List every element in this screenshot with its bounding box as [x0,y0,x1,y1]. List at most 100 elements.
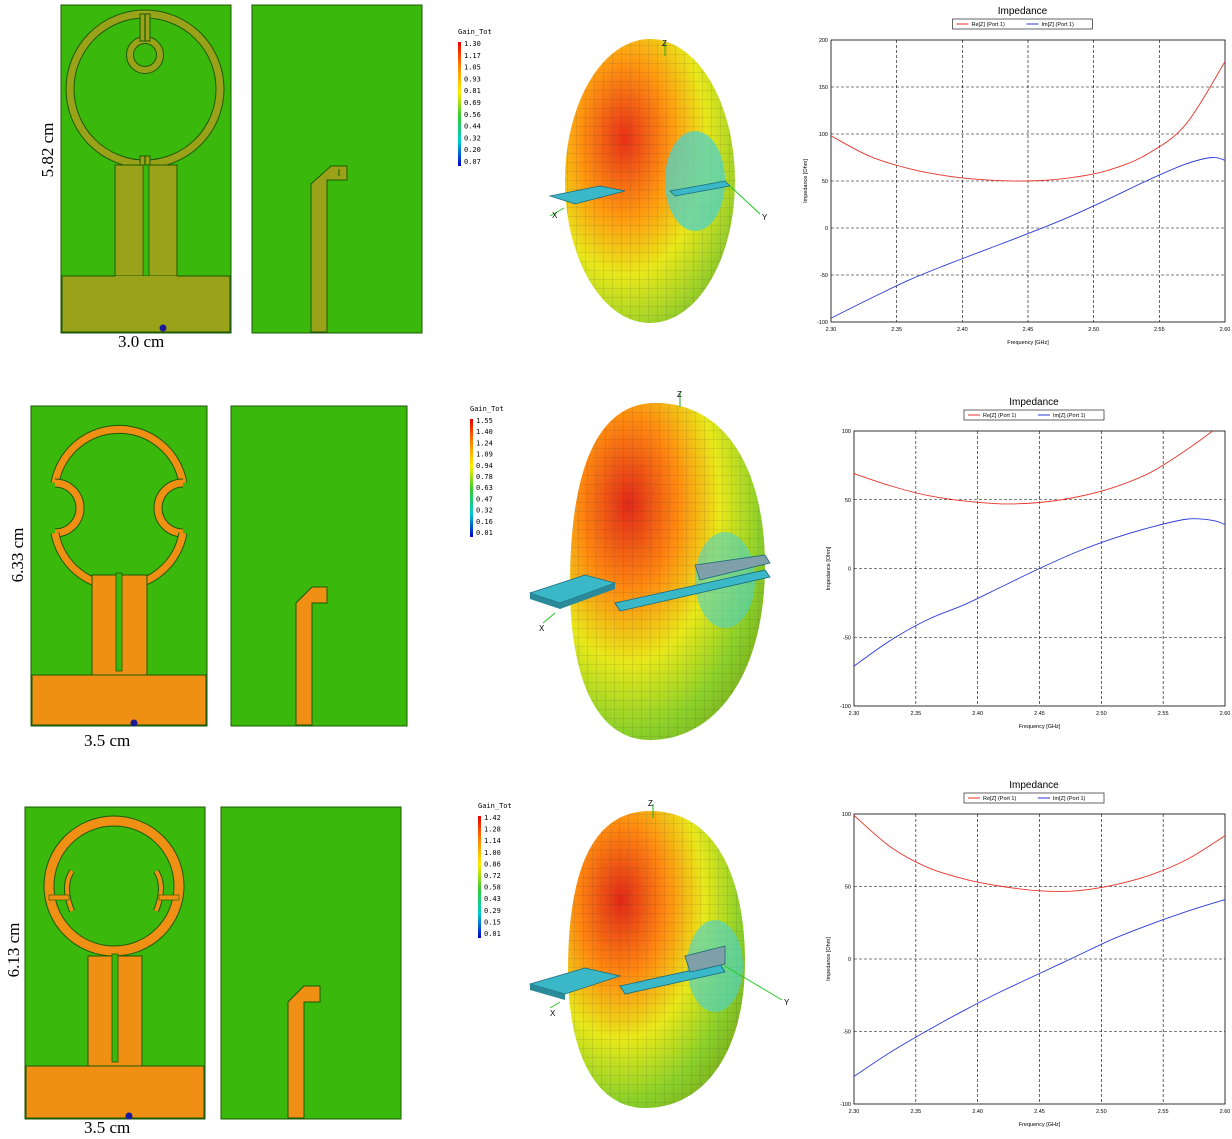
gain-colorbar-tick: 0.32 [464,134,481,142]
radiation-pattern-1: Z X Y [548,39,768,323]
legend-entry: Re[Z] (Port 1) [983,796,1016,802]
gain-colorbar-tick: 0.01 [476,529,493,537]
impedance-chart-2: Impedance Re[Z] (Port 1) Im[Z] (Port 1) 2.3… [826,397,1230,730]
gain-colorbar-tick: 0.16 [476,518,493,526]
antenna-top-view-3 [24,806,206,1120]
x-tick-label: 2.35 [910,1109,921,1115]
y-tick-label: 100 [842,812,851,818]
x-tick-label: 2.30 [849,1109,860,1115]
gain-colorbar-tick: 1.55 [476,417,493,425]
y-tick-label: 150 [819,85,828,91]
x-axis-label: Frequency [GHz] [1007,340,1049,346]
gain-colorbar-tick: 0.44 [464,123,481,131]
x-tick-label: 2.60 [1220,1109,1230,1115]
x-tick-label: 2.55 [1158,1109,1169,1115]
y-tick-label: 200 [819,38,828,44]
axis-z-label-2: Z [677,390,682,399]
antenna-top-view-1 [60,4,232,334]
series-line [831,156,1225,319]
width-dimension-3: 3.5 cm [84,1118,131,1137]
y-tick-label: -50 [843,1030,851,1036]
x-tick-label: 2.50 [1096,1109,1107,1115]
legend-entry: Im[Z] (Port 1) [1042,22,1075,28]
gain-colorbar-tick: 0.58 [484,884,501,892]
y-tick-label: 0 [848,567,851,573]
height-dimension-1: 5.82 cm [38,122,57,178]
y-axis-label: Impedance [Ohm] [826,546,832,590]
y-tick-label: 0 [848,957,851,963]
axis-y-label-3: Y [784,998,790,1007]
x-tick-label: 2.40 [972,1109,983,1115]
row-2: 6.33 cm 3.5 cm Gain_Tot 1.55 1.40 1.24 1.09… [0,385,1232,755]
gain-colorbar-tick: 0.01 [484,930,501,938]
y-tick-label: 50 [845,498,851,504]
y-tick-label: -100 [817,320,828,326]
gain-colorbar-tick: 1.28 [484,826,501,834]
gain-colorbar-title-3: Gain_Tot [478,802,512,810]
gain-colorbar-tick: 1.42 [484,814,501,822]
chart-title: Impedance [1009,397,1059,408]
y-tick-label: 50 [845,885,851,891]
row-3: 6.13 cm 3.5 cm Gain_Tot 1.42 1.28 1.14 1.00… [0,770,1232,1139]
chart-legend: Re[Z] (Port 1) Im[Z] (Port 1) [963,409,1105,421]
radiation-pattern-2: Z X [528,390,771,740]
gain-colorbar-tick: 0.93 [464,75,481,83]
gain-colorbar-tick: 0.20 [464,146,481,154]
x-axis-label: Frequency [GHz] [1019,724,1061,730]
series-line [831,61,1225,182]
x-tick-label: 2.60 [1220,327,1230,333]
axis-x-label-3: X [550,1009,556,1018]
gain-colorbar-tick: 1.00 [484,849,501,857]
x-tick-label: 2.45 [1023,327,1034,333]
legend-entry: Re[Z] (Port 1) [983,413,1016,419]
gain-colorbar-title-2: Gain_Tot [470,405,504,413]
series-line [854,518,1225,667]
x-tick-label: 2.55 [1158,711,1169,717]
y-tick-label: 50 [822,179,828,185]
gain-colorbar-tick: 0.56 [464,111,481,119]
gain-colorbar-tick: 1.09 [476,451,493,459]
legend-entry: Im[Z] (Port 1) [1053,413,1086,419]
x-axis-label: Frequency [GHz] [1019,1122,1061,1128]
height-dimension-2: 6.33 cm [8,527,27,583]
gain-colorbar-tick: 0.32 [476,507,493,515]
gain-colorbar-title-1: Gain_Tot [458,28,492,36]
gain-colorbar-tick: 0.86 [484,860,501,868]
y-axis-label: Impedance [Ohm] [826,937,832,981]
chart-legend: Re[Z] (Port 1) Im[Z] (Port 1) [963,792,1105,804]
gain-colorbar-tick: 0.29 [484,907,501,915]
antenna-bottom-view-3 [220,806,402,1120]
y-tick-label: -100 [840,704,851,710]
width-dimension-1: 3.0 cm [118,332,165,351]
x-tick-label: 2.60 [1220,711,1230,717]
gain-colorbar-tick: 1.24 [476,439,493,447]
x-tick-label: 2.35 [910,711,921,717]
legend-entry: Im[Z] (Port 1) [1053,796,1086,802]
chart-title: Impedance [1009,780,1059,791]
axis-z-label-3: Z [648,799,653,808]
x-tick-label: 2.45 [1034,711,1045,717]
series-line [854,815,1225,892]
gain-colorbar-3: Gain_Tot 1.42 1.28 1.14 1.00 0.86 0.72 0.58 0.4… [478,802,512,938]
chart-title: Impedance [998,6,1048,17]
gain-colorbar-tick: 1.30 [464,40,481,48]
gain-colorbar-tick: 1.40 [476,428,493,436]
axis-y-label-1: Y [762,213,768,222]
impedance-chart-3: Impedance Re[Z] (Port 1) Im[Z] (Port 1) 2.3… [826,780,1230,1128]
series-line [854,899,1225,1077]
gain-colorbar-tick: 0.81 [464,87,481,95]
x-tick-label: 2.50 [1088,327,1099,333]
gain-colorbar-tick: 1.14 [484,837,501,845]
chart-legend: Re[Z] (Port 1) Im[Z] (Port 1) [952,18,1093,30]
x-tick-label: 2.50 [1096,711,1107,717]
gain-colorbar-tick: 0.94 [476,462,493,470]
row-1: 5.82 cm 3.0 cm Gain_Tot 1.30 1.17 1.05 0.93… [0,0,1232,370]
gain-colorbar-tick: 0.47 [476,495,493,503]
gain-colorbar-tick: 0.07 [464,158,481,166]
y-tick-label: -100 [840,1102,851,1108]
y-tick-label: 100 [819,132,828,138]
x-tick-label: 2.30 [849,711,860,717]
y-tick-label: -50 [820,273,828,279]
legend-entry: Re[Z] (Port 1) [972,22,1005,28]
width-dimension-2: 3.5 cm [84,731,131,750]
